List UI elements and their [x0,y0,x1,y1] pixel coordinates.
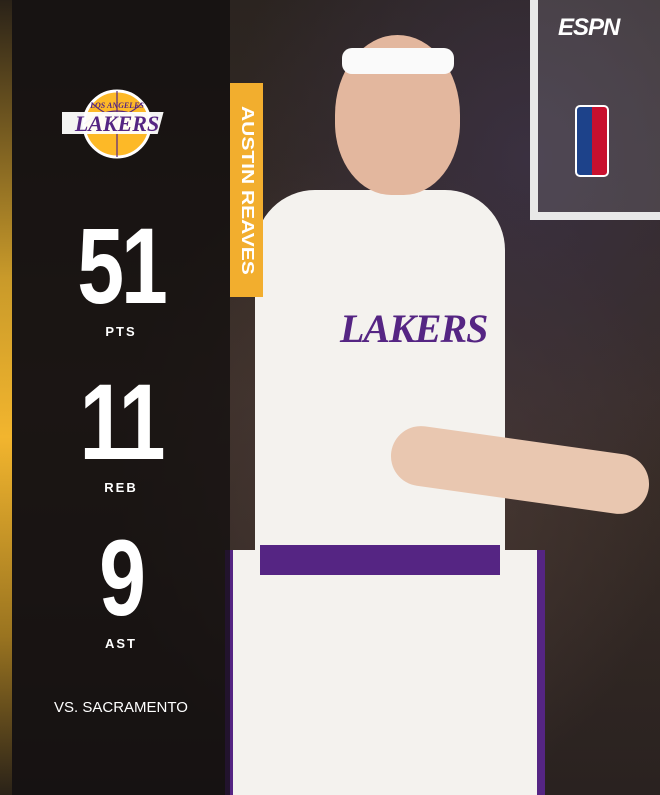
player-name: AUSTIN REAVES [237,105,257,275]
assists-label: AST [105,636,137,651]
player-name-banner: AUSTIN REAVES [230,83,263,297]
shorts [225,550,545,795]
points-value: 51 [77,205,168,326]
assists-value: 9 [99,517,146,638]
accent-stripe [0,0,12,795]
jersey-text: LAKERS [340,306,488,351]
rebounds-label: REB [104,480,138,495]
lakers-logo: LOS ANGELES LAKERS [62,89,164,159]
points-label: PTS [105,324,137,339]
espn-logo: ESPN [558,14,620,41]
rebounds-value: 11 [79,361,166,482]
opponent: VS. SACRAMENTO [54,699,188,716]
svg-text:LAKERS: LAKERS [74,111,159,136]
waistband [260,545,500,575]
svg-text:LOS ANGELES: LOS ANGELES [89,101,144,110]
nba-logo-icon [575,105,609,177]
headband [342,48,454,74]
jersey [255,190,505,570]
